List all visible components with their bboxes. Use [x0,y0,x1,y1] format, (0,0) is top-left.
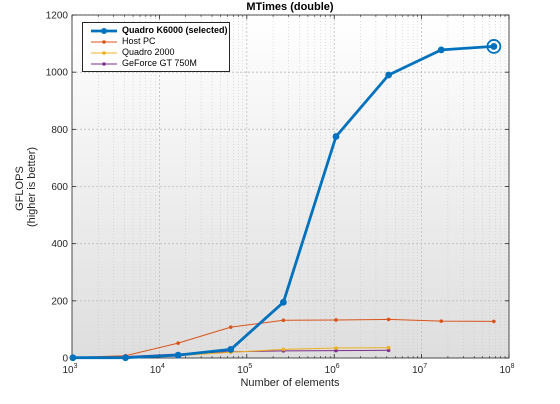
x-tick-label-exponent: 6 [336,363,340,370]
x-tick-label-exponent: 8 [511,363,515,370]
data-point [386,348,391,353]
chart-title: MTimes (double) [246,1,334,13]
y-axis-label-line-2: (higher is better) [26,147,38,227]
x-tick-label-base: 10 [499,365,511,376]
data-point [490,43,498,50]
legend-line-sample [91,51,117,55]
data-point [437,46,445,54]
x-tick-label: 108 [499,363,514,376]
chart-legend: Quadro K6000 (selected) Host PC Quadro 2… [82,22,230,72]
y-tick-label: 200 [51,296,68,307]
legend-label: Quadro K6000 (selected) [122,25,228,35]
y-tick-label: 1000 [46,68,69,79]
data-point [386,317,391,322]
x-tick-label: 106 [325,363,340,376]
data-point [174,351,182,359]
data-point [69,354,77,362]
x-tick-label-base: 10 [150,365,162,376]
x-tick-label-base: 10 [412,365,424,376]
data-point [439,319,444,323]
data-point [279,298,287,306]
data-point [332,133,340,140]
x-tick-label-exponent: 4 [161,363,165,370]
series-host-pc [71,317,496,360]
series-quadro-k6000-selected [69,39,502,362]
legend-entry-geforce-gt-750m[interactable]: GeForce GT 750M [83,58,229,69]
data-point [228,325,233,329]
data-point [334,348,338,353]
legend-line-sample [91,28,117,34]
x-tick-label-exponent: 3 [74,363,78,370]
x-tick-label: 105 [237,363,252,376]
data-point [227,346,235,353]
data-point [385,71,393,79]
y-axis-label: GFLOPS (higher is better) [14,147,38,227]
data-point [281,347,286,352]
y-tick-label: 1200 [46,11,69,22]
x-tick-label-base: 10 [62,365,74,376]
y-tick-label: 0 [62,354,68,365]
legend-line-sample [91,62,117,66]
data-point [386,345,391,350]
legend-entry-quadro-2000[interactable]: Quadro 2000 [83,47,229,58]
y-axis-label-line-1: GFLOPS [14,166,26,211]
data-point [492,319,496,324]
y-tick-label: 400 [51,239,68,250]
y-tick-label: 800 [51,125,68,136]
x-tick-label: 104 [150,363,165,376]
data-point [334,346,338,350]
x-tick-label-exponent: 5 [248,363,252,370]
x-tick-label-exponent: 7 [423,363,427,370]
x-tick-label: 107 [412,363,427,376]
x-tick-label-base: 10 [237,365,249,376]
x-axis-label: Number of elements [240,377,340,389]
legend-entry-host-pc[interactable]: Host PC [83,36,229,47]
legend-label: Quadro 2000 [122,47,175,57]
y-tick-label: 600 [51,182,68,193]
x-tick-label: 103 [62,363,77,376]
data-point [334,318,338,322]
x-tick-label-base: 10 [325,365,337,376]
data-point [122,354,129,362]
data-point [281,318,286,323]
legend-label: GeForce GT 750M [122,58,197,68]
legend-line-sample [91,40,117,44]
legend-label: Host PC [122,36,156,46]
data-point [176,341,180,345]
highlight-ring [486,39,502,54]
legend-entry-quadro-k6000[interactable]: Quadro K6000 (selected) [83,25,229,36]
